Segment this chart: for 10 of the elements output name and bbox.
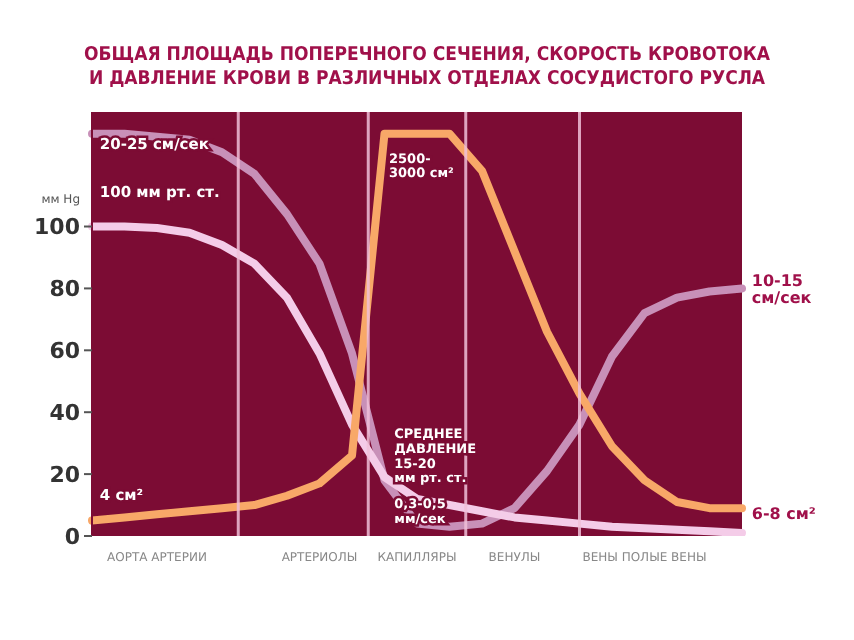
y-tick-label: 60: [49, 338, 81, 365]
line-series: [88, 222, 746, 536]
y-tick-label: 20: [49, 461, 81, 488]
text: 6-8 см²: [751, 505, 817, 524]
y-tick-label: 40: [49, 400, 81, 427]
y-tick-label: 100: [34, 214, 81, 241]
chart-title: ОБЩАЯ ПЛОЩАДЬ ПОПЕРЕЧНОГО СЕЧЕНИЯ, СКОРОСТЬ КРОВОТОКА И ДАВЛЕНИЕ КРОВИ В РАЗЛИЧНЫХ ОТДЕЛАХ СОСУДИСТОГО РУСЛА: [82, 44, 772, 92]
y-tick-label: 0: [64, 523, 81, 550]
text: 10-15 см/сек: [751, 271, 813, 308]
y-tick-label: 80: [49, 276, 81, 303]
